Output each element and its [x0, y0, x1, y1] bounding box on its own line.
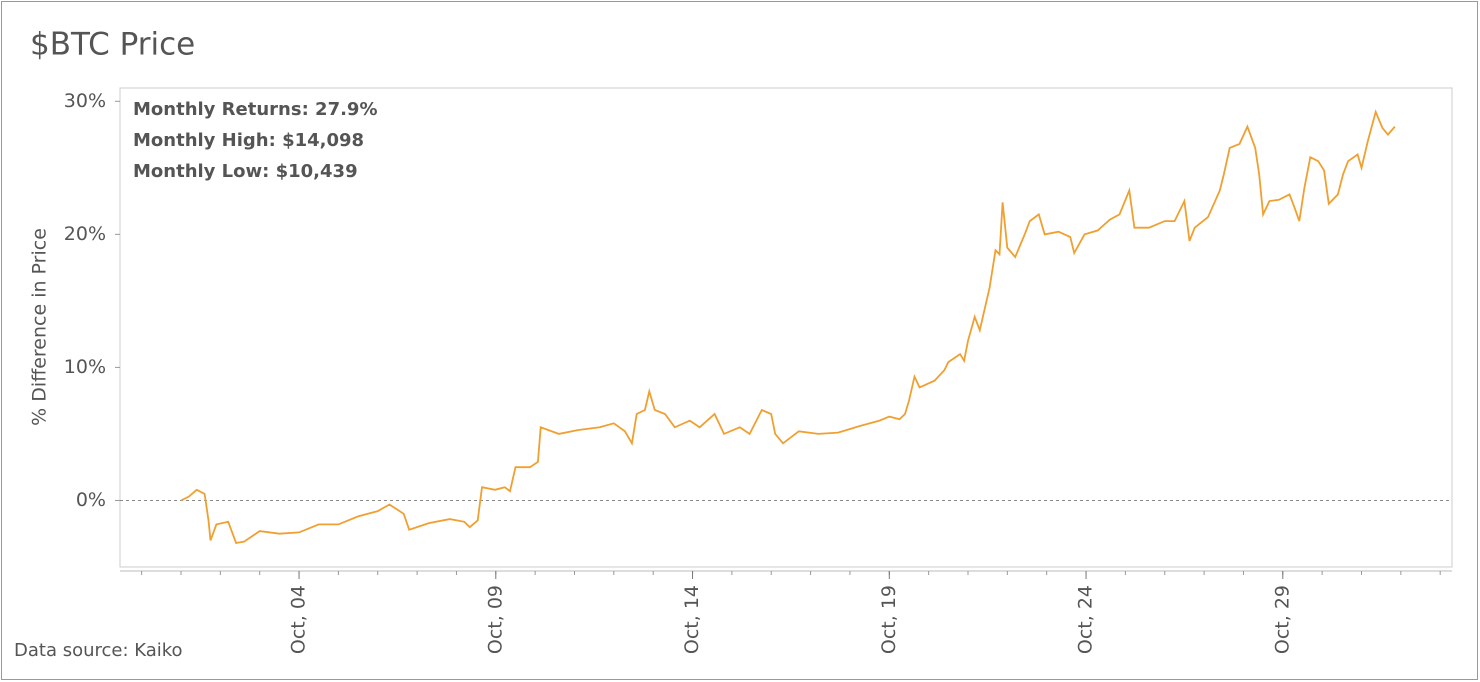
x-tick-label: Oct, 19	[878, 585, 900, 654]
x-tick-label: Oct, 24	[1075, 585, 1097, 654]
annotation: Monthly Low: $10,439	[133, 161, 358, 182]
y-tick-label: 20%	[64, 223, 106, 245]
y-tick-label: 30%	[64, 90, 106, 112]
x-tick-label: Oct, 09	[484, 585, 506, 654]
price-line	[180, 109, 1396, 545]
y-axis-title: % Difference in Price	[29, 228, 51, 426]
source: Data source: Kaiko	[14, 640, 183, 661]
annotation: Monthly High: $14,098	[133, 130, 364, 151]
annotation: Monthly Returns: 27.9%	[133, 99, 378, 120]
y-tick-label: 0%	[76, 489, 106, 511]
plot-area	[119, 87, 1453, 568]
chart-title: $BTC Price	[30, 27, 195, 63]
x-tick-label: Oct, 14	[681, 585, 703, 654]
x-tick-label: Oct, 29	[1271, 585, 1293, 654]
x-tick-label: Oct, 04	[288, 585, 310, 654]
y-tick-label: 10%	[64, 356, 106, 378]
